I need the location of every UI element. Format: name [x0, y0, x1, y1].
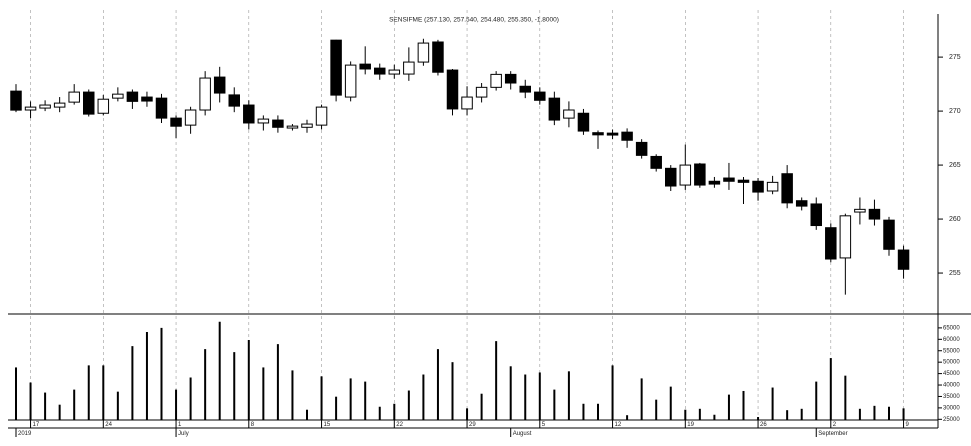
candle-body	[141, 96, 153, 102]
candle-body	[301, 123, 313, 128]
month-label: September	[818, 431, 847, 437]
volume-tick-label: 50000	[943, 360, 960, 366]
candle-body	[606, 132, 619, 136]
candle-body	[781, 173, 793, 204]
x-tick-label: 5	[542, 422, 546, 428]
candle-body	[694, 163, 706, 186]
month-label: 2019	[18, 431, 32, 437]
candle-body	[272, 119, 284, 128]
volume-tick-label: 30000	[943, 405, 960, 411]
candle-body	[563, 109, 575, 119]
month-label: July	[178, 431, 189, 437]
candle-body	[97, 98, 110, 114]
candle-body	[315, 106, 328, 126]
candle-body	[10, 90, 22, 111]
x-tick-label: 2	[833, 422, 837, 428]
candle-body	[504, 73, 517, 84]
candle-body	[883, 219, 895, 250]
candle-body	[446, 69, 459, 110]
x-tick-label: 15	[324, 422, 331, 428]
candle-body	[810, 203, 822, 227]
candle-body	[170, 117, 182, 127]
candle-body	[330, 39, 342, 96]
candle-body	[650, 155, 662, 169]
candle-body	[534, 91, 546, 101]
candle-body	[592, 132, 604, 136]
candle-body	[213, 76, 226, 94]
candle-body	[621, 131, 633, 141]
candle-body	[83, 91, 95, 115]
candle-body	[432, 41, 444, 73]
y-tick-label: 260	[949, 216, 961, 223]
x-tick-label: 29	[469, 422, 476, 428]
candle-body	[737, 179, 750, 183]
candle-body	[417, 42, 430, 63]
candle-body	[839, 215, 852, 259]
volume-tick-label: 40000	[943, 383, 960, 389]
candle-body	[184, 109, 197, 126]
y-tick-label: 255	[949, 270, 961, 277]
candle-body	[228, 94, 240, 107]
candle-body	[374, 67, 386, 75]
y-tick-label: 265	[949, 162, 961, 169]
candle-body	[344, 64, 357, 98]
x-tick-label: 8	[251, 422, 255, 428]
candle-body	[112, 93, 124, 99]
candle-body	[475, 86, 488, 98]
candle-body	[548, 97, 561, 121]
candle-body	[795, 200, 808, 207]
x-tick-label: 26	[760, 422, 767, 428]
volume-tick-label: 60000	[943, 337, 960, 343]
y-tick-label: 270	[949, 108, 961, 115]
y-tick-label: 275	[949, 54, 961, 61]
x-tick-label: 19	[687, 422, 694, 428]
candle-body	[126, 91, 139, 102]
x-tick-label: 24	[105, 422, 112, 428]
candle-body	[868, 208, 881, 220]
candle-body	[388, 69, 401, 75]
candle-body	[68, 91, 80, 103]
candle-body	[461, 96, 473, 110]
candle-body	[577, 112, 590, 132]
candle-body	[199, 77, 211, 111]
candle-body	[519, 85, 531, 93]
volume-tick-label: 55000	[943, 348, 960, 354]
x-tick-label: 12	[615, 422, 622, 428]
candle-body	[897, 249, 910, 270]
candle-body	[825, 227, 837, 260]
month-label: August	[513, 431, 532, 437]
candle-body	[752, 180, 764, 193]
volume-tick-label: 25000	[943, 417, 960, 423]
candle-body	[359, 63, 371, 70]
candle-body	[723, 177, 735, 182]
volume-tick-label: 65000	[943, 325, 960, 331]
candle-body	[665, 167, 677, 187]
x-tick-label: 1	[178, 422, 182, 428]
x-tick-label: 17	[33, 422, 40, 428]
candle-body	[53, 102, 66, 108]
candle-body	[490, 73, 502, 88]
candle-body	[766, 181, 779, 192]
candle-body	[24, 106, 37, 111]
candle-body	[708, 180, 721, 185]
volume-tick-label: 45000	[943, 371, 960, 377]
candle-body	[257, 118, 270, 124]
x-tick-label: 22	[396, 422, 403, 428]
candle-body	[286, 125, 299, 129]
chart-title: SENSIFME (257.130, 257.540, 254.480, 255…	[389, 17, 559, 24]
candle-body	[243, 104, 255, 124]
volume-tick-label: 35000	[943, 394, 960, 400]
x-tick-label: 9	[906, 422, 910, 428]
candle-body	[155, 97, 168, 119]
candle-body	[635, 141, 648, 156]
candle-body	[39, 104, 51, 109]
candle-body	[854, 208, 866, 213]
candle-body	[403, 61, 415, 75]
candle-body	[679, 164, 692, 186]
